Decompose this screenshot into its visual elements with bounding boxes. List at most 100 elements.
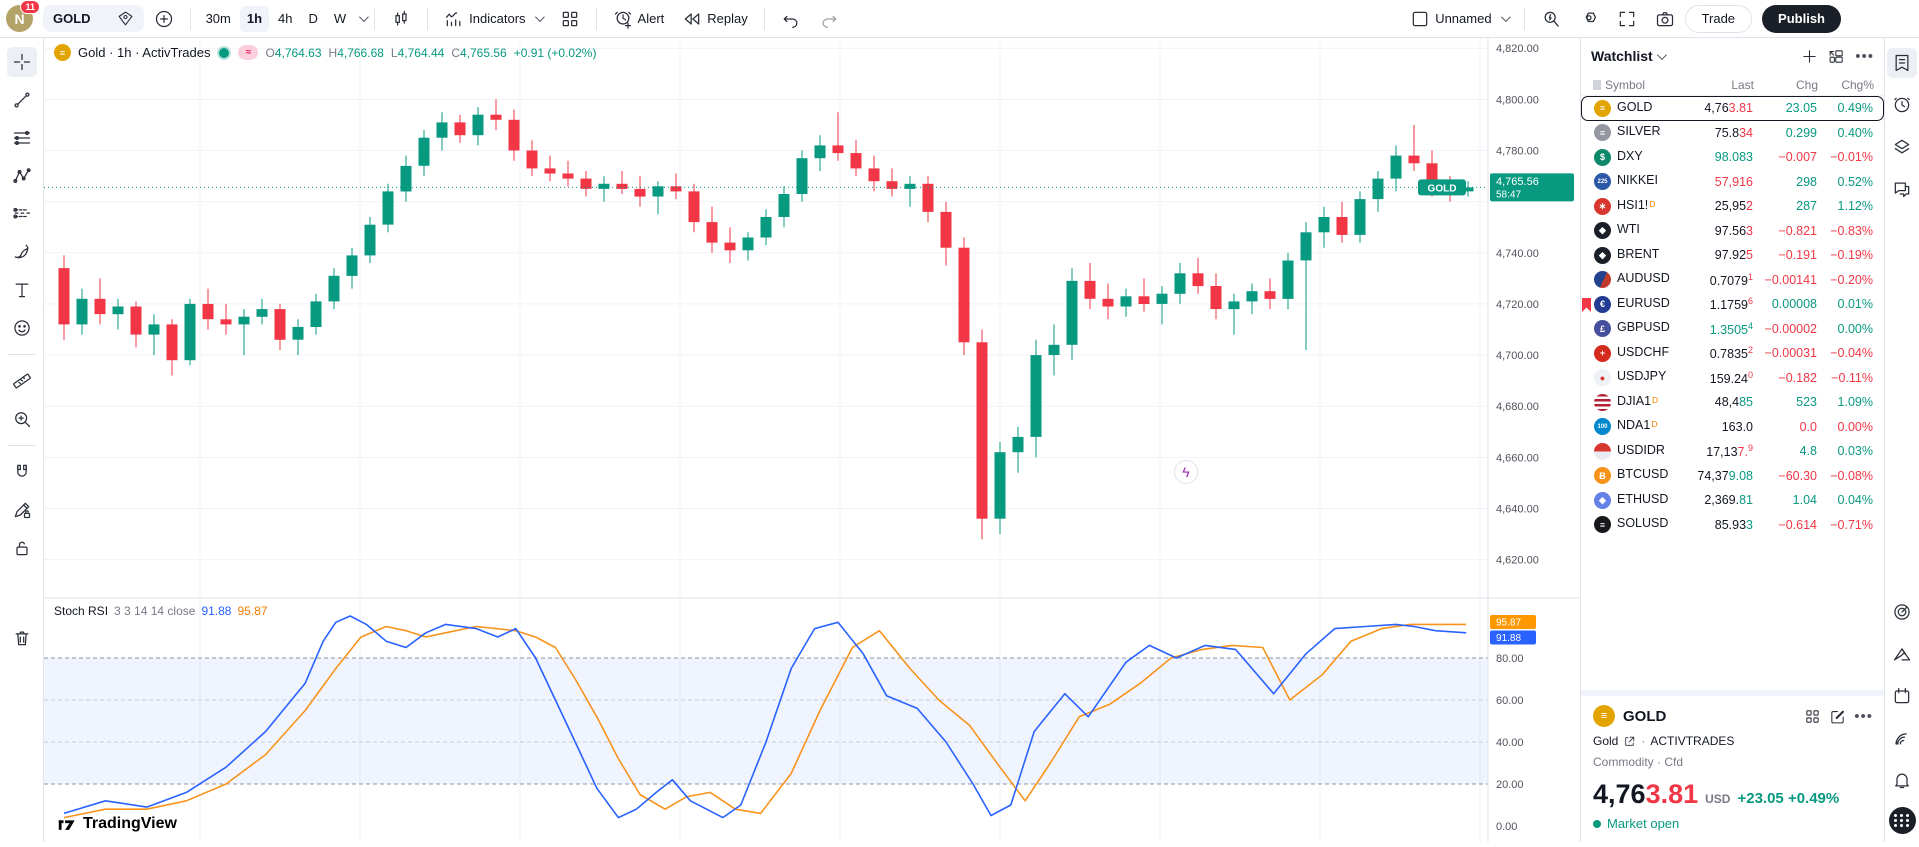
chart-area[interactable]: 4,820.00 4,800.00 4,780.00 4,740.00 4,720.00… [44,38,1580,842]
watchlist-column-header[interactable]: Symbol Last Chg Chg% [1581,74,1884,96]
indicator-templates-button[interactable] [552,5,588,33]
watchlist-row-usdidr[interactable]: USDIDR 17,137.9 4.8 0.03% [1581,439,1884,464]
watchlist-last-price: 75.834 [1714,125,1753,140]
symbol-logo-icon: ◆ [1594,246,1611,264]
text-tool[interactable] [7,275,37,305]
tradingview-logo[interactable]: TradingView [58,814,177,833]
watchlist-last-price: 98.083 [1714,150,1753,165]
interval-w[interactable]: W [333,11,347,26]
detail-edit-icon[interactable] [1829,708,1846,725]
undo-button[interactable] [773,5,809,33]
detail-grid-icon[interactable] [1804,708,1821,725]
detail-more-icon[interactable]: ••• [1854,707,1873,725]
settings-button[interactable] [1571,5,1607,33]
watchlist-row-gold[interactable]: ≡ GOLD 4,763.81 23.05 0.49% [1581,96,1884,121]
watchlist-row-ethusd[interactable]: ◆ ETHUSD 2,369.81 1.04 0.04% [1581,488,1884,513]
interval-1h[interactable]: 1h [239,5,270,32]
watchlist-row-brent[interactable]: ◆ BRENT 97.925 −0.191 −0.19% [1581,243,1884,268]
publish-button[interactable]: Publish [1762,4,1841,33]
interval-d[interactable]: D [308,11,318,26]
detail-description[interactable]: Gold · ACTIVTRADES [1593,734,1735,748]
add-symbol-icon[interactable] [1801,48,1818,65]
quick-action-button[interactable]: ϟ [1174,460,1198,484]
column-chg[interactable]: Chg [1795,77,1818,92]
pattern-xabcd-tool[interactable] [7,161,37,191]
alert-button[interactable]: Alert [605,5,673,33]
ohlc-values: O4,764.63 H4,766.68 L4,764.44 C4,765.56 +0.9… [265,45,597,60]
watchlist-row-btcusd[interactable]: Ƀ BTCUSD 74,379.08 −60.30 −0.08% [1581,464,1884,489]
watchlist-row-dxy[interactable]: $ DXY 98.083 −0.007 −0.01% [1581,145,1884,170]
brush-tool[interactable] [7,237,37,267]
watchlist-row-silver[interactable]: ≡ SILVER 75.834 0.299 0.40% [1581,121,1884,146]
user-avatar[interactable]: N 11 [6,0,40,32]
watchlist-row-solusd[interactable]: ≡ SOLUSD 85.933 −0.614 −0.71% [1581,513,1884,538]
svg-text:GOLD: GOLD [1428,183,1457,194]
watchlist-change-pct: 0.00% [1837,321,1873,336]
watchlist-row-djia1[interactable]: DJIA1D 48,485 523 1.09% [1581,390,1884,415]
trend-line-tool[interactable] [7,85,37,115]
watchlist-row-hsi1![interactable]: ∗ HSI1!D 25,952 287 1.12% [1581,194,1884,219]
compare-add-button[interactable] [146,5,182,33]
indicator-dot-toggle[interactable] [217,45,232,60]
chart-canvas[interactable]: 4,820.00 4,800.00 4,780.00 4,740.00 4,720.00… [44,38,1580,847]
chart-style-button[interactable] [383,5,419,33]
watchlist-row-nikkei[interactable]: 225 NIKKEI 57,916 298 0.52% [1581,170,1884,195]
watchlist-row-usdchf[interactable]: + USDCHF 0.78352 −0.00031 −0.04% [1581,341,1884,366]
crosshair-tool[interactable] [6,47,37,77]
notifications-bell-button[interactable] [1887,765,1917,795]
indicators-button[interactable]: Indicators [436,5,549,33]
stoch-k-value: 91.88 [201,604,232,618]
object-tree-button[interactable] [1887,132,1917,162]
replay-label: Replay [707,11,748,26]
column-last[interactable]: Last [1731,77,1754,92]
watchlist-row-usdjpy[interactable]: ● USDJPY 159.240 −0.182 −0.11% [1581,366,1884,391]
hotlists-button[interactable] [1887,597,1917,627]
zoom-in-tool[interactable] [7,404,37,434]
drawing-edit-lock-tool[interactable] [7,495,37,525]
column-chg-pct[interactable]: Chg% [1841,77,1874,92]
horizontal-lines-tool[interactable] [7,123,37,153]
interval-4h[interactable]: 4h [278,11,293,26]
calendar-button[interactable] [1887,681,1917,711]
symbol-logo-icon: ≡ [1594,99,1611,117]
measure-tool[interactable] [7,366,37,396]
watchlist-tab-button[interactable] [1887,48,1917,78]
screenshot-button[interactable] [1647,5,1683,33]
column-symbol[interactable]: Symbol [1605,77,1646,92]
redo-button[interactable] [811,5,847,33]
chart-legend[interactable]: ≡ Gold · 1h · ActivTrades ≈ O4,764.63 H4,… [54,44,596,61]
stoch-rsi-legend[interactable]: Stoch RSI 3 3 14 14 close 91.88 95.87 [54,604,268,618]
magnet-tool[interactable] [7,457,37,487]
watchlist-row-eurusd[interactable]: € EURUSD 1.17596 0.00008 0.01% [1581,292,1884,317]
ideas-button[interactable] [1887,639,1917,669]
chat-button[interactable] [1887,174,1917,204]
watchlist-row-audusd[interactable]: AUDUSD 0.70791 −0.00141 −0.20% [1581,268,1884,293]
symbol-search-field[interactable]: GOLD [43,5,144,32]
emoji-tool[interactable] [7,313,37,343]
lock-all-tool[interactable] [7,533,37,563]
fullscreen-button[interactable] [1609,5,1645,33]
alerts-tab-button[interactable] [1887,90,1917,120]
watchlist-row-gbpusd[interactable]: £ GBPUSD 1.35054 −0.00002 0.00% [1581,317,1884,342]
remove-drawings-tool[interactable] [7,623,37,653]
grid-view-icon[interactable] [1828,48,1845,65]
publish-label: Publish [1778,11,1825,26]
watchlist-row-wti[interactable]: ◆ WTI 97.563 −0.821 −0.83% [1581,219,1884,244]
similar-symbols-chip[interactable]: ≈ [238,45,259,60]
watchlist-row-nda1[interactable]: 100 NDA1D 163.0 0.0 0.00% [1581,415,1884,440]
watchlist-title-menu[interactable]: Watchlist [1591,48,1667,64]
watchlist-change: 0.299 [1785,125,1817,140]
trade-button[interactable]: Trade [1684,4,1753,33]
avatar-initial: N [14,10,25,27]
interval-30m[interactable]: 30m [205,11,231,26]
save-layout-button[interactable]: Unnamed [1402,5,1515,33]
news-feed-button[interactable] [1887,723,1917,753]
symbol-logo-icon: ≡ [1594,124,1611,142]
watchlist-more-icon[interactable]: ••• [1855,47,1874,65]
apps-menu-button[interactable] [1888,807,1916,834]
replay-button[interactable]: Replay [674,5,755,33]
quick-search-button[interactable] [1533,5,1569,33]
projection-tool[interactable] [7,199,37,229]
watchlist-last-price: 48,485 [1714,395,1753,410]
interval-menu-chevron[interactable] [359,12,370,23]
